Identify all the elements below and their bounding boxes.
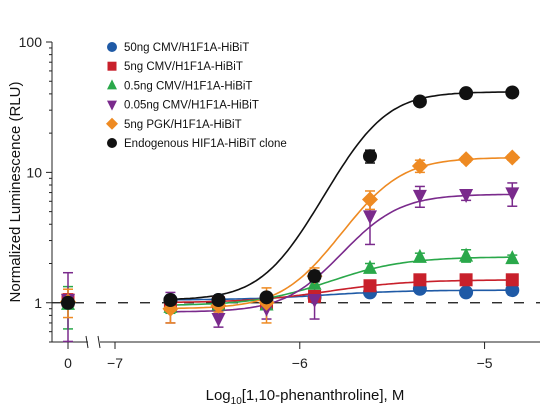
- series-1-legend-marker: [107, 61, 117, 71]
- series-2-data-point: [412, 248, 427, 263]
- series-5-data-point: [211, 292, 226, 307]
- x-axis-title-rest: [1,10-phenanthroline], M: [242, 387, 405, 404]
- series-5-legend-marker: [107, 138, 117, 148]
- series-5-data-point: [505, 85, 520, 100]
- series-3-legend-label: 0.05ng CMV/H1F1A-HiBiT: [124, 100, 259, 112]
- x-axis-title-main: Log: [206, 387, 231, 404]
- series-3-data-point: [211, 313, 226, 328]
- y-tick-label: 1: [34, 295, 42, 311]
- series-0-legend-label: 50ng CMV/H1F1A-HiBiT: [124, 42, 249, 54]
- y-axis-title: Normalized Luminescence (RLU): [7, 82, 24, 303]
- series-0-legend-marker: [107, 42, 117, 52]
- series-3-data-point: [459, 189, 474, 204]
- x-tick-label: −5: [477, 355, 493, 371]
- series-1-data-point: [363, 279, 377, 293]
- series-1-legend-label: 5ng CMV/H1F1A-HiBiT: [124, 61, 243, 73]
- series-5-legend-label: Endogenous HIF1A-HiBiT clone: [124, 138, 287, 150]
- series-4-data-point: [362, 191, 378, 208]
- series-5-data-point: [412, 94, 427, 109]
- series-3-data-point: [363, 210, 377, 225]
- series-5-data-point: [363, 149, 377, 164]
- series-2-data-point: [505, 250, 520, 265]
- series-3-legend-marker: [107, 100, 117, 111]
- y-tick-label: 100: [19, 34, 43, 50]
- series-2-data-point: [363, 259, 377, 274]
- data-markers: [60, 85, 521, 328]
- x-tick-label: −6: [292, 355, 308, 371]
- series-1-data-point: [459, 273, 473, 287]
- series-5-fit-curve: [166, 91, 513, 301]
- series-4-legend-label: 5ng PGK/H1F1A-HiBiT: [124, 119, 242, 131]
- series-3-data-point: [412, 189, 427, 204]
- axes: [51, 42, 540, 349]
- ticks: 1 10 100 0 −7 −6 −5: [19, 34, 493, 371]
- series-4-data-point: [411, 157, 428, 174]
- x-tick-label: 0: [64, 355, 72, 371]
- x-axis-title: Log10[1,10-phenanthroline], M: [206, 387, 405, 407]
- series-5-data-point: [459, 86, 474, 101]
- series-3-data-point: [505, 187, 520, 202]
- series-3-data-point: [307, 293, 322, 308]
- series-5-data-point: [163, 292, 178, 307]
- x-axis-title-sub: 10: [231, 396, 243, 407]
- series-5-data-point: [259, 290, 274, 305]
- series-1-data-point: [413, 273, 427, 287]
- x-tick-label: −7: [107, 355, 123, 371]
- series-5-zero-point: [61, 295, 75, 310]
- series-5-data-point: [307, 269, 322, 284]
- legend: 50ng CMV/H1F1A-HiBiT 5ng CMV/H1F1A-HiBiT 0…: [106, 42, 287, 150]
- series-0-data-point: [459, 285, 474, 300]
- series-2-data-point: [459, 247, 474, 262]
- x-axis-break-left: [85, 335, 89, 349]
- series-2-legend-label: 0.5ng CMV/H1F1A-HiBiT: [124, 80, 252, 92]
- series-4-data-point: [458, 151, 475, 168]
- y-tick-label: 10: [26, 164, 42, 180]
- series-4-data-point: [504, 149, 521, 166]
- series-1-data-point: [505, 273, 519, 287]
- series-2-legend-marker: [107, 79, 117, 90]
- series-4-legend-marker: [106, 117, 118, 130]
- x-axis-break-right: [97, 335, 101, 349]
- series-0-data-point: [505, 283, 520, 298]
